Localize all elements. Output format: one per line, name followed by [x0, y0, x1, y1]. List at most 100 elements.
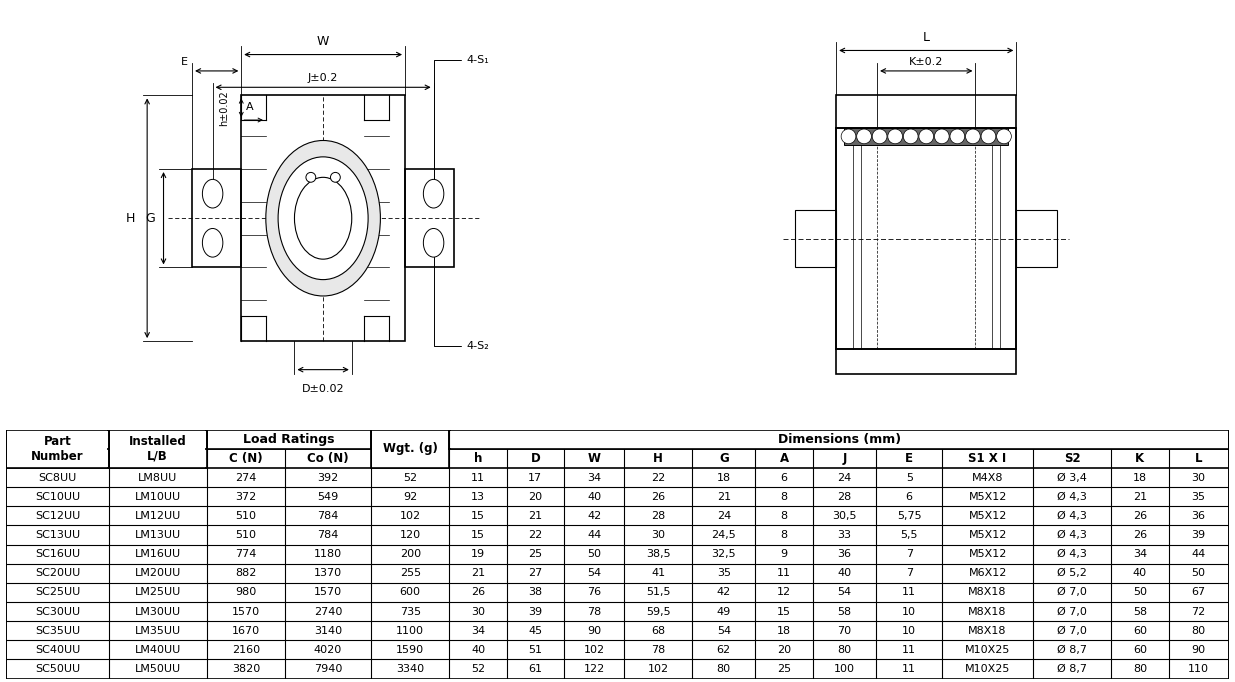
Text: Load Ratings: Load Ratings	[243, 433, 335, 446]
Text: 80: 80	[1132, 664, 1147, 674]
Text: 1370: 1370	[314, 568, 342, 578]
Text: 36: 36	[837, 549, 851, 559]
Text: 1570: 1570	[314, 587, 342, 597]
Text: 70: 70	[837, 625, 851, 636]
Text: 61: 61	[529, 664, 542, 674]
Text: H: H	[126, 211, 135, 225]
Text: 2160: 2160	[232, 645, 259, 655]
Text: J: J	[842, 452, 846, 465]
Text: 26: 26	[1132, 511, 1147, 521]
Text: SC10UU: SC10UU	[35, 492, 80, 502]
Text: 52: 52	[403, 473, 417, 483]
Bar	[110, 430, 205, 468]
Text: 600: 600	[400, 587, 421, 597]
Circle shape	[919, 129, 934, 144]
Text: 8: 8	[781, 511, 788, 521]
Text: 15: 15	[471, 530, 485, 540]
Text: 549: 549	[317, 492, 338, 502]
Text: 24,5: 24,5	[711, 530, 736, 540]
Ellipse shape	[424, 228, 443, 257]
Text: 49: 49	[716, 606, 731, 617]
Text: M5X12: M5X12	[968, 492, 1007, 502]
Text: 774: 774	[235, 549, 257, 559]
Text: 1590: 1590	[396, 645, 425, 655]
Text: LM10UU: LM10UU	[135, 492, 180, 502]
Text: 10: 10	[903, 625, 916, 636]
Text: 59,5: 59,5	[646, 606, 671, 617]
Text: 735: 735	[400, 606, 421, 617]
Ellipse shape	[266, 140, 380, 296]
Text: 510: 510	[236, 530, 257, 540]
Circle shape	[331, 173, 341, 182]
Text: K±0.2: K±0.2	[909, 57, 944, 67]
Ellipse shape	[294, 177, 352, 259]
Text: 32,5: 32,5	[711, 549, 736, 559]
Text: 54: 54	[716, 625, 731, 636]
Bar	[372, 430, 448, 468]
Text: 78: 78	[651, 645, 666, 655]
Text: 8: 8	[781, 530, 788, 540]
Circle shape	[966, 129, 981, 144]
Text: 15: 15	[777, 606, 792, 617]
Text: 42: 42	[587, 511, 601, 521]
Text: 102: 102	[584, 645, 605, 655]
Text: SC50UU: SC50UU	[35, 664, 80, 674]
Text: 18: 18	[1132, 473, 1147, 483]
Text: 21: 21	[529, 511, 542, 521]
Text: S1 X I: S1 X I	[968, 452, 1007, 465]
Circle shape	[981, 129, 995, 144]
Text: LM50UU: LM50UU	[135, 664, 180, 674]
Text: SC20UU: SC20UU	[35, 568, 80, 578]
Text: 40: 40	[1132, 568, 1147, 578]
Circle shape	[997, 129, 1011, 144]
Text: 6: 6	[781, 473, 788, 483]
Circle shape	[950, 129, 965, 144]
Text: G: G	[719, 452, 729, 465]
Text: M8X18: M8X18	[968, 587, 1007, 597]
Text: L: L	[1195, 452, 1203, 465]
Text: 3140: 3140	[314, 625, 342, 636]
Text: 784: 784	[317, 511, 338, 521]
Text: 102: 102	[400, 511, 421, 521]
Bar	[450, 430, 1229, 449]
Text: 40: 40	[837, 568, 851, 578]
Text: 980: 980	[235, 587, 257, 597]
Text: M4X8: M4X8	[972, 473, 1003, 483]
Text: 26: 26	[1132, 530, 1147, 540]
Text: 76: 76	[587, 587, 601, 597]
Text: 51,5: 51,5	[646, 587, 671, 597]
Text: M6X12: M6X12	[968, 568, 1007, 578]
Text: 44: 44	[587, 530, 601, 540]
Text: M5X12: M5X12	[968, 511, 1007, 521]
Text: 72: 72	[1192, 606, 1205, 617]
Text: h: h	[474, 452, 482, 465]
Text: M8X18: M8X18	[968, 625, 1007, 636]
Text: 30: 30	[471, 606, 485, 617]
Text: 7: 7	[905, 549, 913, 559]
Text: 28: 28	[837, 492, 851, 502]
Text: 22: 22	[651, 473, 666, 483]
Text: 44: 44	[1192, 549, 1205, 559]
Text: 11: 11	[903, 645, 916, 655]
Text: A: A	[779, 452, 789, 465]
Text: 41: 41	[651, 568, 666, 578]
Circle shape	[841, 129, 856, 144]
Text: G: G	[146, 211, 156, 225]
Text: h±0.02: h±0.02	[219, 90, 228, 125]
Text: 100: 100	[834, 664, 855, 674]
Text: 20: 20	[777, 645, 792, 655]
Text: 67: 67	[1192, 587, 1205, 597]
Text: Ø 8,7: Ø 8,7	[1057, 645, 1087, 655]
Bar	[836, 128, 1016, 349]
Text: 80: 80	[1192, 625, 1205, 636]
Text: SC25UU: SC25UU	[35, 587, 80, 597]
Text: 80: 80	[716, 664, 731, 674]
Text: 25: 25	[777, 664, 792, 674]
Bar	[193, 169, 241, 267]
Text: 392: 392	[317, 473, 338, 483]
Text: A: A	[246, 102, 253, 112]
Text: 24: 24	[837, 473, 851, 483]
Text: W: W	[317, 35, 330, 48]
Text: H: H	[653, 452, 663, 465]
Text: S2: S2	[1063, 452, 1081, 465]
